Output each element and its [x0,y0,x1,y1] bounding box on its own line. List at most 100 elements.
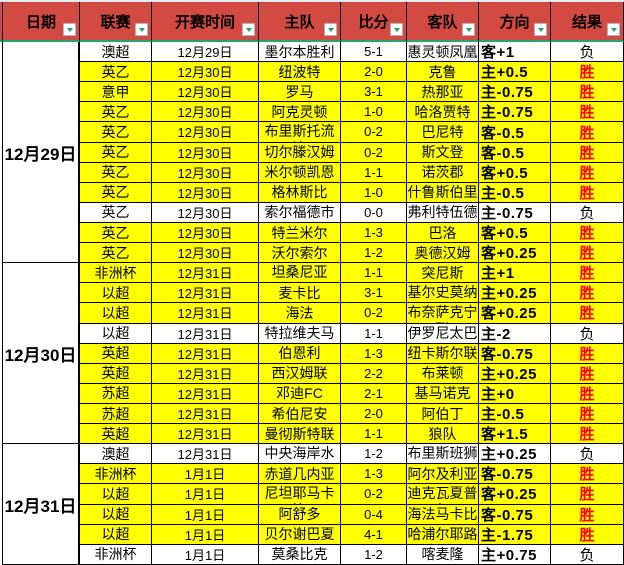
home-team-cell[interactable]: 沃尔索尔 [259,243,341,264]
league-cell[interactable]: 英超 [80,343,152,364]
score-cell[interactable]: 1-3 [341,222,407,244]
league-cell[interactable]: 以超 [80,303,152,324]
result-cell[interactable]: 胜 [551,303,624,324]
kickoff-time-cell[interactable]: 12月30日 [152,182,259,203]
home-team-cell[interactable]: 邓迪FC [259,383,341,404]
kickoff-time-cell[interactable]: 1月1日 [152,464,259,485]
filter-button-result[interactable] [607,23,620,36]
home-team-cell[interactable]: 赤道几内亚 [259,464,341,485]
direction-cell[interactable]: 主+0.5 [479,62,551,83]
direction-cell[interactable]: 客+1.5 [479,424,551,445]
home-team-cell[interactable]: 阿舒多 [259,504,341,525]
direction-cell[interactable]: 客-0.5 [479,142,551,163]
away-team-cell[interactable]: 喀麦隆 [407,544,479,565]
direction-cell[interactable]: 主+1 [479,263,551,284]
result-cell[interactable]: 负 [551,323,624,344]
direction-cell[interactable]: 客+0.5 [479,222,551,244]
kickoff-time-cell[interactable]: 12月31日 [152,363,259,384]
score-cell[interactable]: 1-3 [341,464,407,485]
result-cell[interactable]: 负 [551,42,624,63]
result-cell[interactable]: 胜 [551,283,624,304]
league-cell[interactable]: 意甲 [80,82,152,103]
league-cell[interactable]: 英超 [80,424,152,445]
kickoff-time-cell[interactable]: 12月30日 [152,222,259,244]
score-cell[interactable]: 5-1 [341,42,407,63]
away-team-cell[interactable]: 突尼斯 [407,263,479,284]
score-cell[interactable]: 2-1 [341,383,407,404]
score-cell[interactable]: 0-2 [341,142,407,163]
result-cell[interactable]: 胜 [551,82,624,103]
league-cell[interactable]: 以超 [80,283,152,304]
away-team-cell[interactable]: 克鲁 [407,62,479,83]
kickoff-time-cell[interactable]: 12月30日 [152,122,259,143]
score-cell[interactable]: 1-2 [341,243,407,264]
result-cell[interactable]: 胜 [551,383,624,404]
away-team-cell[interactable]: 海法马卡比 [407,504,479,525]
league-cell[interactable]: 英乙 [80,62,152,83]
league-cell[interactable]: 英乙 [80,162,152,183]
kickoff-time-cell[interactable]: 12月31日 [152,424,259,445]
kickoff-time-cell[interactable]: 1月1日 [152,504,259,525]
direction-cell[interactable]: 客-0.75 [479,504,551,525]
home-team-cell[interactable]: 切尔滕汉姆 [259,142,341,163]
league-cell[interactable]: 非洲杯 [80,464,152,485]
result-cell[interactable]: 胜 [551,403,624,425]
home-team-cell[interactable]: 中央海岸水手 [259,444,341,465]
away-team-cell[interactable]: 布奈萨克宁联 [407,303,479,324]
kickoff-time-cell[interactable]: 12月31日 [152,383,259,404]
result-cell[interactable]: 胜 [551,182,624,203]
score-cell[interactable]: 2-0 [341,62,407,83]
score-cell[interactable]: 0-4 [341,504,407,525]
direction-cell[interactable]: 主+0.25 [479,363,551,384]
score-cell[interactable]: 1-0 [341,102,407,123]
score-cell[interactable]: 2-0 [341,403,407,425]
direction-cell[interactable]: 客+0.25 [479,243,551,264]
score-cell[interactable]: 1-1 [341,162,407,183]
filter-button-score[interactable] [390,23,403,36]
home-team-cell[interactable]: 米尔顿凯恩斯 [259,162,341,183]
kickoff-time-cell[interactable]: 12月30日 [152,102,259,123]
result-cell[interactable]: 胜 [551,524,624,545]
home-team-cell[interactable]: 希伯尼安 [259,403,341,425]
result-cell[interactable]: 胜 [551,162,624,183]
home-team-cell[interactable]: 麦卡比 [259,283,341,304]
home-team-cell[interactable]: 布里斯托流浪 [259,122,341,143]
away-team-cell[interactable]: 诺茨郡 [407,162,479,183]
result-cell[interactable]: 胜 [551,504,624,525]
kickoff-time-cell[interactable]: 12月31日 [152,263,259,284]
kickoff-time-cell[interactable]: 12月30日 [152,162,259,183]
direction-cell[interactable]: 客+0.25 [479,303,551,324]
result-cell[interactable]: 胜 [551,62,624,83]
league-cell[interactable]: 苏超 [80,383,152,404]
kickoff-time-cell[interactable]: 12月30日 [152,82,259,103]
date-section-cell[interactable]: 12月30日 [3,263,80,445]
score-cell[interactable]: 3-1 [341,82,407,103]
home-team-cell[interactable]: 索尔福德市 [259,202,341,223]
kickoff-time-cell[interactable]: 12月30日 [152,62,259,83]
kickoff-time-cell[interactable]: 12月31日 [152,303,259,324]
away-team-cell[interactable]: 斯文登 [407,142,479,163]
away-team-cell[interactable]: 基马诺克 [407,383,479,404]
result-cell[interactable]: 负 [551,444,624,465]
league-cell[interactable]: 以超 [80,524,152,545]
direction-cell[interactable]: 客-0.75 [479,343,551,364]
score-cell[interactable]: 3-1 [341,283,407,304]
away-team-cell[interactable]: 什鲁斯伯里 [407,182,479,203]
home-team-cell[interactable]: 曼彻斯特联 [259,424,341,445]
result-cell[interactable]: 胜 [551,243,624,264]
kickoff-time-cell[interactable]: 1月1日 [152,544,259,565]
away-team-cell[interactable]: 布莱顿 [407,363,479,384]
score-cell[interactable]: 1-2 [341,544,407,565]
direction-cell[interactable]: 主-0.5 [479,403,551,425]
away-team-cell[interactable]: 弗利特伍德 [407,202,479,223]
away-team-cell[interactable]: 基尔史莫纳夏普尔 [407,283,479,304]
direction-cell[interactable]: 主-0.5 [479,182,551,203]
away-team-cell[interactable]: 阿尔及利亚 [407,464,479,485]
league-cell[interactable]: 澳超 [80,42,152,63]
away-team-cell[interactable]: 布里斯班狮吼 [407,444,479,465]
direction-cell[interactable]: 主-1.75 [479,524,551,545]
score-cell[interactable]: 0-2 [341,122,407,143]
away-team-cell[interactable]: 阿伯丁 [407,403,479,425]
filter-button-direction[interactable] [534,23,547,36]
result-cell[interactable]: 负 [551,202,624,223]
